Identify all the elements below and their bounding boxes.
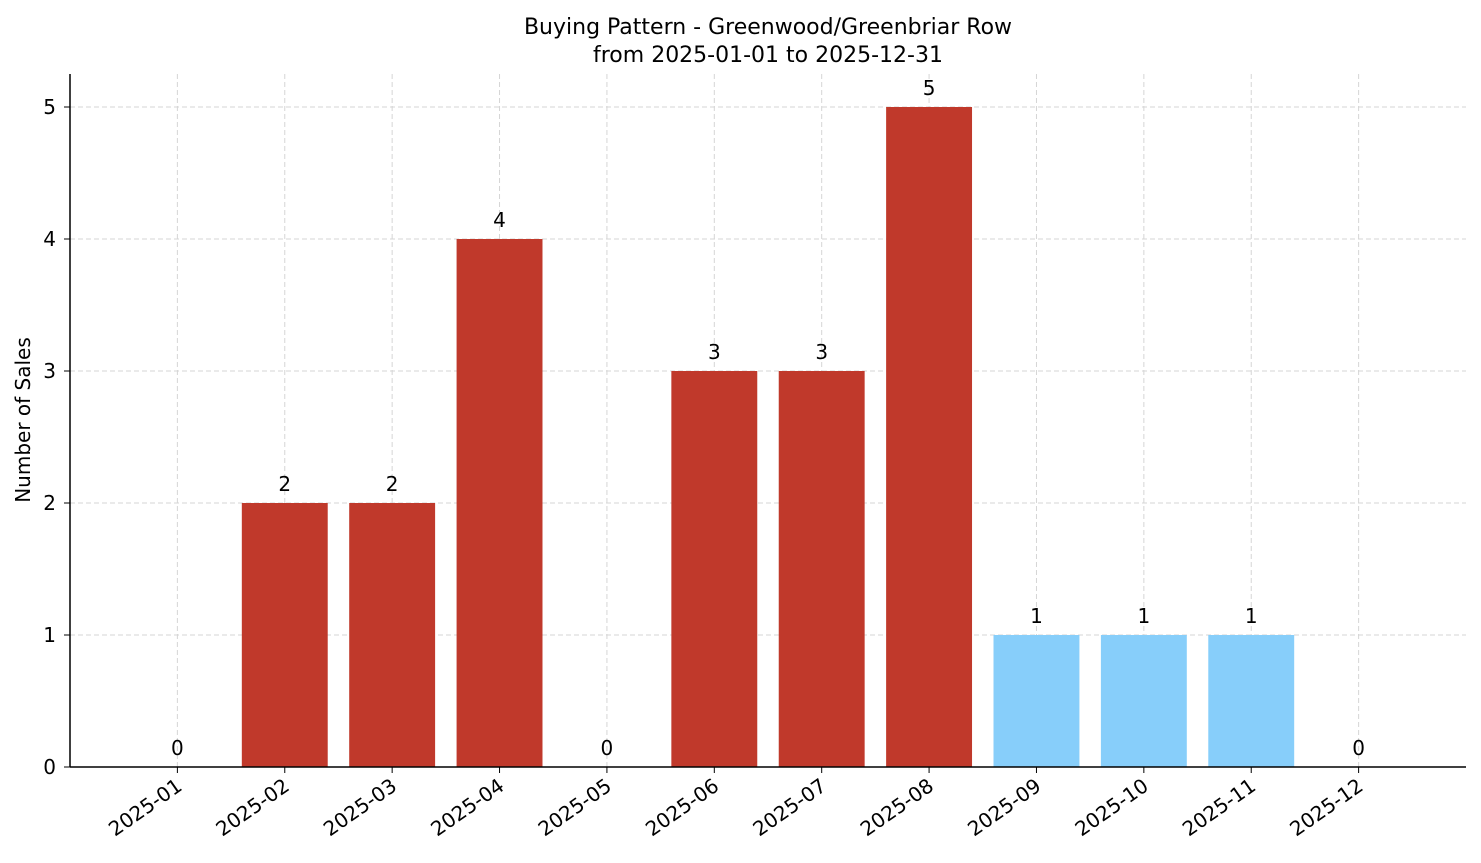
y-axis-label: Number of Sales xyxy=(11,337,35,503)
bar xyxy=(886,107,973,767)
x-tick-label: 2025-04 xyxy=(426,773,508,841)
x-tick-label: 2025-05 xyxy=(534,773,616,841)
y-tick-label: 2 xyxy=(43,491,56,515)
x-tick-label: 2025-06 xyxy=(641,773,723,841)
value-label: 4 xyxy=(493,208,506,232)
y-tick-label: 5 xyxy=(43,95,56,119)
x-tick-label: 2025-01 xyxy=(104,773,186,841)
bar xyxy=(349,503,436,767)
bar xyxy=(778,371,865,767)
value-label: 0 xyxy=(601,736,614,760)
value-label: 2 xyxy=(386,472,399,496)
chart-title: Buying Pattern - Greenwood/Greenbriar Ro… xyxy=(524,15,1012,40)
chart-subtitle: from 2025-01-01 to 2025-12-31 xyxy=(593,43,943,68)
y-tick-label: 1 xyxy=(43,623,56,647)
bar xyxy=(993,635,1080,767)
y-tick-label: 0 xyxy=(43,755,56,779)
value-label: 1 xyxy=(1030,604,1043,628)
x-tick-label: 2025-10 xyxy=(1070,773,1152,841)
value-label: 3 xyxy=(708,340,721,364)
value-label: 2 xyxy=(278,472,291,496)
bar xyxy=(671,371,758,767)
bar xyxy=(456,239,543,767)
x-tick-label: 2025-11 xyxy=(1178,773,1260,841)
x-tick-label: 2025-07 xyxy=(748,773,830,841)
bar xyxy=(241,503,328,767)
value-label: 3 xyxy=(815,340,828,364)
value-label: 5 xyxy=(923,76,936,100)
bar xyxy=(1208,635,1295,767)
y-tick-label: 3 xyxy=(43,359,56,383)
x-tick-label: 2025-08 xyxy=(856,773,938,841)
y-tick-label: 4 xyxy=(43,227,56,251)
x-tick-label: 2025-09 xyxy=(963,773,1045,841)
x-tick-label: 2025-12 xyxy=(1285,773,1367,841)
value-label: 0 xyxy=(1352,736,1365,760)
value-label: 1 xyxy=(1245,604,1258,628)
x-tick-label: 2025-02 xyxy=(211,773,293,841)
value-label: 0 xyxy=(171,736,184,760)
bar xyxy=(1100,635,1187,767)
x-tick-label: 2025-03 xyxy=(319,773,401,841)
value-label: 1 xyxy=(1137,604,1150,628)
